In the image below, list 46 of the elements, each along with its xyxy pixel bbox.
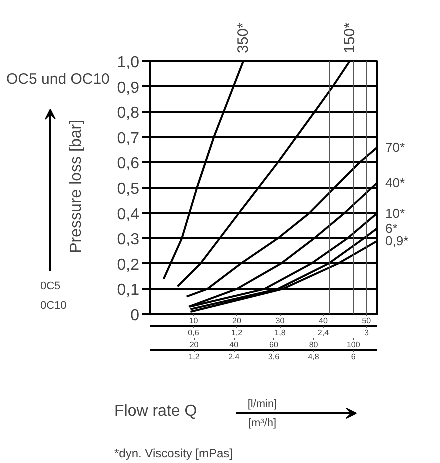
x-tick-label: 20 <box>232 316 242 326</box>
text: 4,8 <box>308 352 320 362</box>
text: 6 <box>351 352 356 362</box>
text: *dyn. Viscosity [mPas] <box>114 446 233 460</box>
x-tick-label: 30 <box>276 316 286 326</box>
x-axis-title: Flow rate Q <box>114 403 198 420</box>
text: [m³/h] <box>248 418 277 430</box>
y-axis-title: Pressure loss [bar] <box>68 120 85 254</box>
y-tick-label: 0 <box>130 308 140 324</box>
text: 1,2 <box>188 352 200 362</box>
text: 3 <box>364 328 370 338</box>
y-tick-label: 0,3 <box>117 232 140 249</box>
x2-tick-label: 80 <box>309 340 319 350</box>
text: 1,2 <box>231 328 244 338</box>
x2-tick-label: 40 <box>230 340 240 350</box>
text: [l/min] <box>248 398 278 410</box>
series-label: 0,9* <box>386 234 409 249</box>
text: 0C10 <box>40 300 67 312</box>
y-tick-label: 0,1 <box>117 282 140 300</box>
y-tick-label: 0,9 <box>117 80 140 97</box>
y-tick-label: 0,4 <box>117 206 140 224</box>
x-tick-label: 10 <box>189 316 199 326</box>
text: 0,6 <box>188 328 200 338</box>
y-tick-label: 0,5 <box>117 181 140 198</box>
text: 3,6 <box>268 352 280 362</box>
series-label: 40* <box>386 175 406 190</box>
text: 2,4 <box>318 328 330 338</box>
y-tick-label: 0,7 <box>117 130 140 148</box>
series-label: 70* <box>386 140 406 156</box>
series-label: 6* <box>386 220 398 236</box>
x2-tick-label: 60 <box>270 340 279 350</box>
x-tick-label: 40 <box>319 316 328 326</box>
y-tick-label: 0,2 <box>117 256 140 274</box>
series-label: 10* <box>386 206 406 221</box>
x-tick-label: 50 <box>362 316 372 326</box>
text: OC5 und OC10 <box>6 70 110 88</box>
text: 2,4 <box>228 352 240 362</box>
y-tick-label: 0,6 <box>117 156 140 173</box>
text: 0C5 <box>40 280 61 293</box>
text: 350* <box>234 22 252 54</box>
text: 150* <box>341 22 358 54</box>
y-tick-label: 0,8 <box>117 105 140 122</box>
text: 1,8 <box>274 328 286 338</box>
x2-tick-label: 100 <box>346 340 361 350</box>
y-tick-label: 1,0 <box>117 54 140 72</box>
x2-tick-label: 20 <box>190 340 200 350</box>
